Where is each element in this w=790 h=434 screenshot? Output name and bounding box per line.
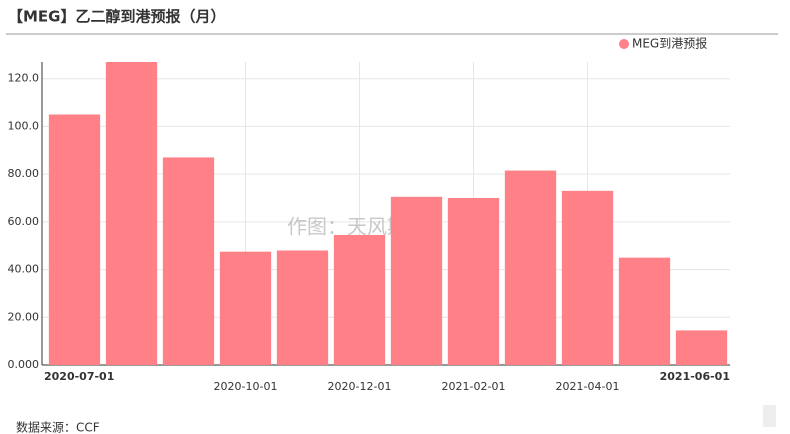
chart-title: 【MEG】乙二醇到港预报（月） [8, 8, 226, 26]
x-tick-label: 2020-07-01 [44, 370, 114, 383]
y-tick-label: 0.000 [8, 358, 40, 371]
bar [561, 190, 614, 365]
y-tick-label: 120.0 [8, 72, 40, 85]
y-tick-label: 40.00 [8, 263, 40, 276]
scroll-widget[interactable] [763, 405, 776, 427]
bar [105, 62, 158, 365]
x-tick-label: 2021-02-01 [442, 380, 506, 393]
bar [675, 330, 728, 365]
source: 数据来源：CCF [16, 420, 100, 434]
bar [162, 157, 215, 365]
bar [504, 170, 557, 365]
bar [333, 234, 386, 365]
bar [390, 196, 443, 365]
y-tick-label: 100.0 [8, 119, 40, 132]
x-tick-label: 2021-04-01 [556, 380, 620, 393]
bar [48, 114, 101, 365]
bar [447, 197, 500, 365]
bar [618, 257, 671, 365]
bar [219, 251, 272, 365]
bar [276, 250, 329, 365]
x-tick-label: 2021-06-01 [660, 370, 730, 383]
legend-label: MEG到港预报 [632, 36, 707, 51]
legend-swatch [619, 39, 629, 49]
y-tick-label: 80.00 [8, 167, 40, 180]
y-tick-label: 60.00 [8, 215, 40, 228]
x-tick-label: 2020-10-01 [214, 380, 278, 393]
x-tick-label: 2020-12-01 [328, 380, 392, 393]
y-tick-label: 20.00 [8, 310, 40, 323]
